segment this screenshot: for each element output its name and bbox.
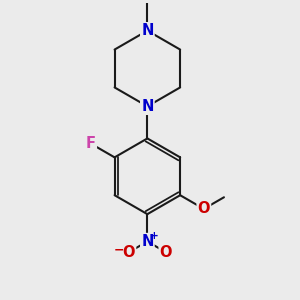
Text: N: N bbox=[141, 234, 154, 249]
Text: O: O bbox=[160, 245, 172, 260]
Text: O: O bbox=[123, 245, 135, 260]
Text: +: + bbox=[150, 231, 159, 241]
Text: −: − bbox=[114, 243, 125, 256]
Text: O: O bbox=[198, 201, 210, 216]
Text: F: F bbox=[86, 136, 96, 151]
Text: N: N bbox=[141, 23, 154, 38]
Text: N: N bbox=[141, 99, 154, 114]
